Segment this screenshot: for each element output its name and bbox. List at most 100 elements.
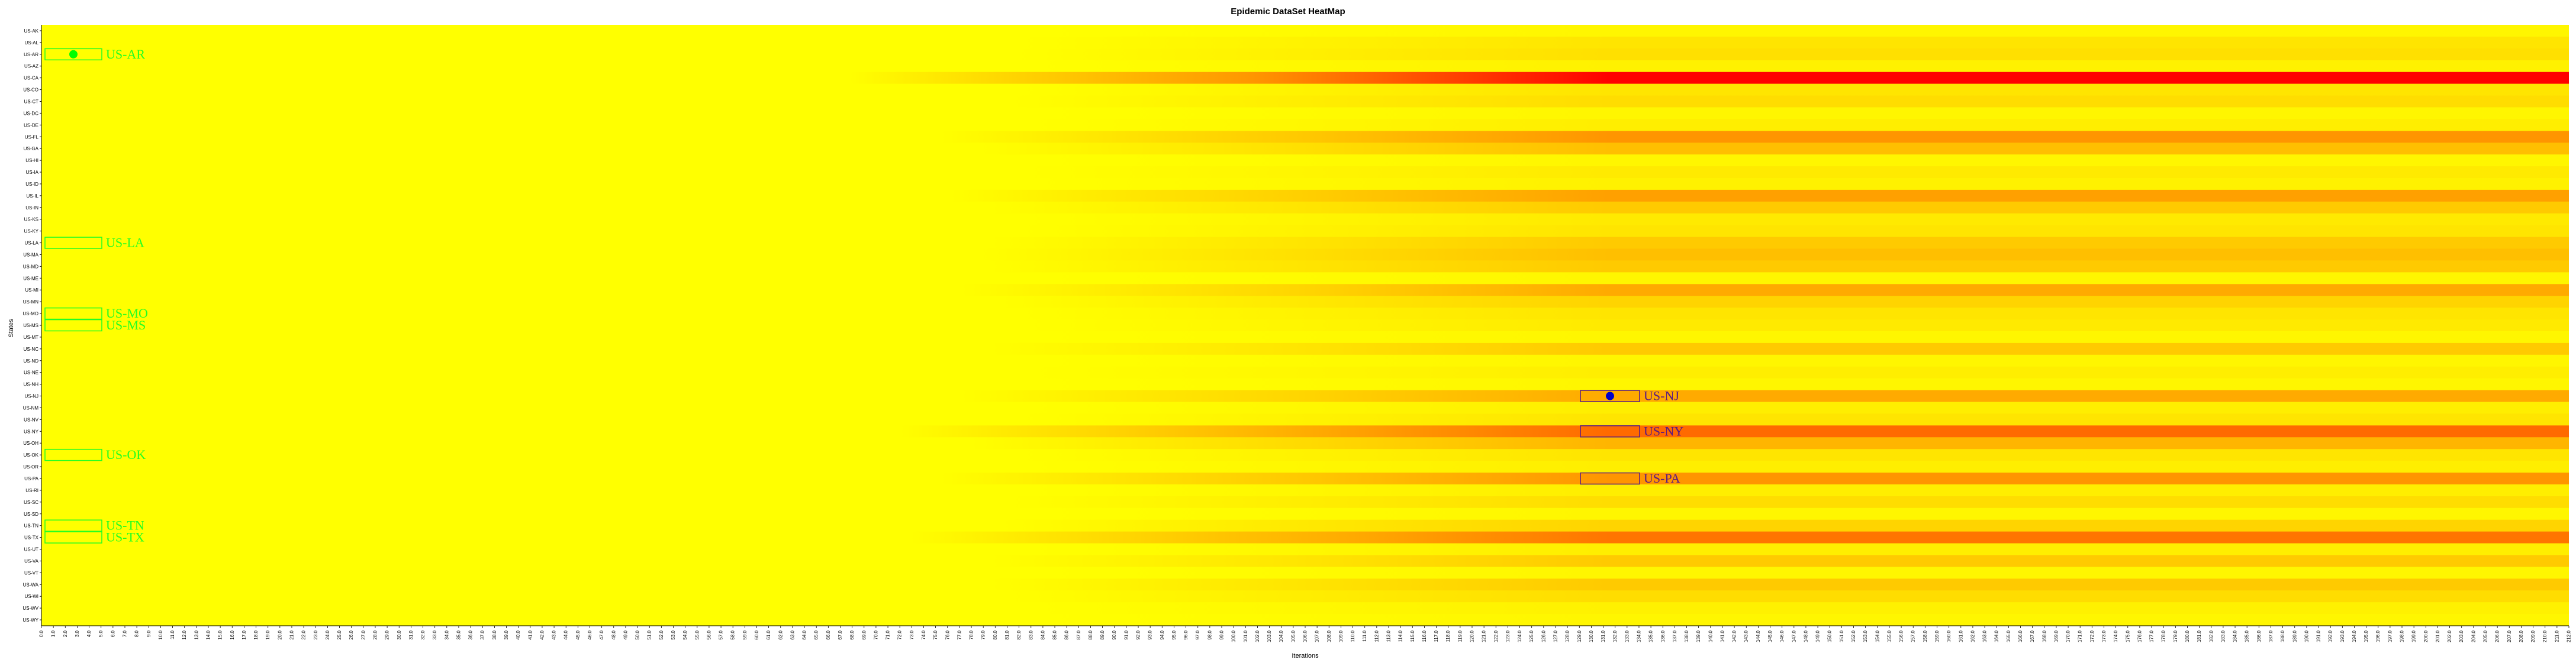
x-tick-label: 29.0 [385,630,390,639]
x-tick-label: 127.0 [1553,630,1558,642]
heatmap-row-us-ky [41,225,2569,237]
x-tick-label: 58.0 [730,630,736,639]
heatmap-row-us-mo [41,308,2569,320]
x-tick-label: 78.0 [969,630,974,639]
x-tick-label: 179.0 [2173,630,2178,642]
y-tick-label: US-DC [24,111,39,116]
x-tick-label: 12.0 [182,630,187,639]
x-tick-label: 124.0 [1517,630,1522,642]
x-tick-label: 148.0 [1803,630,1808,642]
x-tick-label: 108.0 [1326,630,1332,642]
x-tick-label: 174.0 [2113,630,2118,642]
x-tick-label: 183.0 [2220,630,2226,642]
y-tick-label: US-MA [23,252,38,257]
x-tick-label: 74.0 [921,630,926,639]
x-tick-label: 4.0 [86,630,92,637]
x-tick-label: 94.0 [1160,630,1165,639]
x-tick-label: 56.0 [706,630,711,639]
x-tick-label: 146.0 [1779,630,1785,642]
x-tick-label: 210.0 [2542,630,2548,642]
x-tick-label: 9.0 [146,630,152,637]
x-tick-label: 54.0 [682,630,688,639]
x-tick-label: 37.0 [480,630,485,639]
heatmap-row-us-ks [41,213,2569,226]
x-tick-label: 142.0 [1732,630,1737,642]
heatmap-row-us-fl [41,131,2569,143]
x-tick-label: 162.0 [1970,630,1975,642]
x-tick-label: 20.0 [277,630,282,639]
y-tick-label: US-AR [24,52,38,57]
x-tick-label: 103.0 [1267,630,1272,642]
x-tick-label: 97.0 [1195,630,1200,639]
x-tick-label: 8.0 [134,630,140,637]
annotation-box-us-mo [44,307,102,320]
heatmap-row-us-ny [41,425,2569,438]
x-tick-label: 169.0 [2053,630,2059,642]
x-tick-label: 40.0 [516,630,521,639]
x-tick-label: 143.0 [1744,630,1749,642]
x-tick-label: 33.0 [432,630,437,639]
annotation-marker-us-nj [1606,392,1614,400]
x-tick-label: 48.0 [611,630,616,639]
y-tick-label: US-NY [24,429,39,434]
x-tick-label: 199.0 [2411,630,2417,642]
y-tick-label: US-TN [24,523,39,529]
x-tick-label: 73.0 [909,630,915,639]
heatmap-row-us-ri [41,484,2569,497]
x-tick-label: 11.0 [170,630,175,639]
x-axis-label: Iterations [1292,652,1319,659]
y-tick-label: US-AZ [24,64,38,69]
x-tick-label: 49.0 [623,630,628,639]
y-tick-label: US-MN [23,299,38,305]
x-tick-label: 189.0 [2292,630,2297,642]
x-tick-label: 158.0 [1923,630,1928,642]
heatmap-row-us-az [41,60,2569,73]
x-tick-label: 128.0 [1565,630,1570,642]
annotation-label-us-nj: US-NJ [1644,389,1679,403]
x-tick-label: 95.0 [1171,630,1177,639]
x-tick-label: 130.0 [1589,630,1594,642]
x-tick-label: 132.0 [1612,630,1618,642]
x-tick-label: 155.0 [1886,630,1892,642]
x-tick-label: 86.0 [1064,630,1070,639]
x-tick-label: 81.0 [1004,630,1010,639]
x-tick-label: 51.0 [647,630,652,639]
y-tick-label: US-IA [26,170,39,175]
x-tick-label: 152.0 [1851,630,1856,642]
heatmap-row-us-ct [41,95,2569,108]
x-tick-label: 163.0 [1982,630,1988,642]
x-tick-label: 126.0 [1541,630,1546,642]
x-tick-label: 41.0 [527,630,533,639]
x-tick-label: 46.0 [587,630,593,639]
x-tick-label: 165.0 [2006,630,2011,642]
x-tick-label: 157.0 [1911,630,1916,642]
x-tick-label: 156.0 [1899,630,1904,642]
x-tick-label: 44.0 [564,630,569,639]
y-tick-label: US-CA [24,76,39,81]
heatmap-row-us-mi [41,284,2569,296]
x-tick-label: 2.0 [63,630,68,637]
x-tick-label: 38.0 [492,630,497,639]
x-tick-label: 131.0 [1601,630,1606,642]
x-tick-label: 166.0 [2018,630,2023,642]
y-tick-label: US-UT [24,547,39,552]
x-tick-label: 149.0 [1815,630,1821,642]
x-tick-label: 138.0 [1684,630,1689,642]
x-tick-label: 133.0 [1624,630,1630,642]
heatmap-row-us-tn [41,519,2569,532]
x-tick-label: 88.0 [1088,630,1093,639]
x-tick-label: 39.0 [504,630,509,639]
x-tick-label: 109.0 [1338,630,1344,642]
heatmap-row-us-ar [41,48,2569,61]
y-tick-label: US-MS [23,323,38,328]
y-tick-label: US-ME [23,276,38,281]
x-tick-label: 141.0 [1720,630,1725,642]
y-tick-label: US-VT [24,570,38,576]
x-tick-label: 90.0 [1112,630,1117,639]
x-tick-label: 171.0 [2078,630,2083,642]
annotation-label-us-ar: US-AR [106,47,145,62]
x-tick-label: 153.0 [1863,630,1868,642]
heatmap-row-us-or [41,461,2569,473]
y-tick-label: US-LA [24,241,38,246]
